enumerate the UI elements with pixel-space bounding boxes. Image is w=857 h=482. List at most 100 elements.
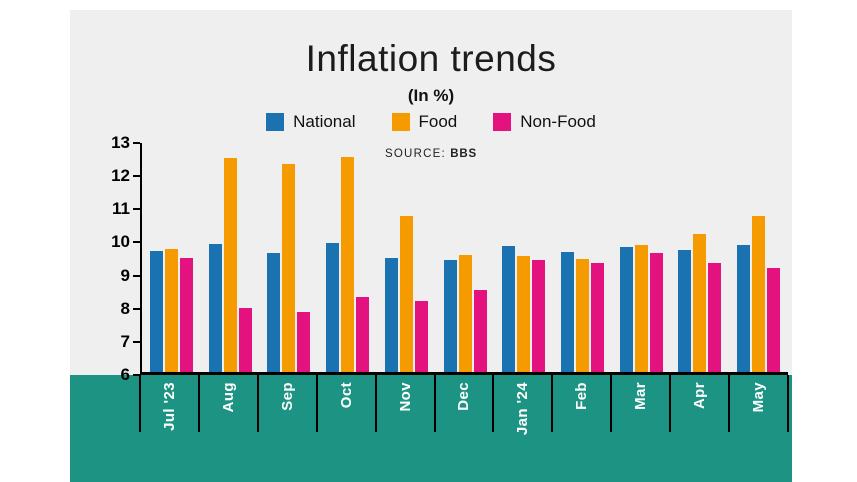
x-tick-label: Oct [337, 382, 355, 409]
x-label-slot: May [729, 375, 788, 482]
chart-card: Inflation trends (In %) National Food No… [70, 10, 792, 482]
source-label: SOURCE: [385, 148, 446, 160]
bar-group [436, 143, 495, 372]
x-tick-label: Sep [278, 382, 296, 411]
x-axis-band [70, 375, 792, 482]
x-tick-separator [139, 375, 141, 432]
bar-food [634, 245, 648, 372]
legend-swatch [266, 113, 285, 131]
bar-non-food [238, 308, 252, 372]
y-tick-label: 13 [111, 133, 130, 152]
y-tick-label: 6 [120, 365, 130, 384]
y-tick-label: 11 [112, 199, 130, 219]
bar-national [619, 247, 633, 372]
bar-non-food [649, 252, 663, 372]
x-label-slot: Jan '24 [493, 375, 552, 482]
bar-group [612, 143, 671, 372]
chart-title: Inflation trends [305, 38, 557, 79]
x-label-slot: Mar [611, 375, 670, 482]
bar-food [517, 255, 531, 372]
legend-item-non-food: Non-Food [493, 112, 596, 132]
x-label-slot: Sep [258, 375, 317, 482]
bar-food [458, 254, 472, 372]
bar-food [164, 249, 178, 372]
bar-national [208, 243, 222, 372]
bar-group [318, 143, 377, 372]
bar-non-food [532, 260, 546, 372]
y-tick-mark [133, 142, 140, 144]
legend-item-national: National [266, 112, 356, 132]
x-tick-label: Jan '24 [514, 382, 532, 436]
x-label-slot: Aug [199, 375, 258, 482]
x-tick-label: Jul '23 [160, 382, 178, 431]
bar-group [671, 143, 730, 372]
bar-national [267, 253, 281, 372]
legend-label: Food [418, 112, 458, 131]
x-tick-label: Apr [691, 382, 709, 410]
y-tick-mark [133, 374, 140, 376]
y-tick-label: 8 [120, 298, 130, 318]
y-tick-mark [133, 175, 140, 178]
x-tick-label: Nov [396, 382, 414, 412]
bar-non-food [297, 312, 311, 372]
x-tick-label: Aug [219, 382, 237, 413]
x-tick-separator [197, 375, 200, 432]
bar-non-food [591, 263, 604, 372]
x-label-slot: Oct [317, 375, 376, 482]
bar-food [752, 216, 766, 372]
y-tick-mark [133, 340, 140, 343]
legend: National Food Non-Food [70, 112, 792, 132]
bar-food [341, 157, 355, 372]
legend-item-food: Food [391, 112, 458, 132]
y-tick-label: 10 [111, 232, 130, 252]
legend-label: Non-Food [520, 112, 596, 131]
bar-national [326, 243, 340, 372]
x-label-slot: Apr [670, 375, 729, 482]
x-tick-label: May [750, 382, 768, 413]
x-tick-separator [492, 375, 495, 432]
x-tick-label: Feb [573, 382, 591, 410]
x-tick-separator [787, 375, 789, 432]
bar-national [737, 244, 751, 372]
bar-non-food [767, 267, 781, 372]
x-tick-separator [374, 375, 377, 432]
bar-group [553, 143, 612, 372]
y-tick-label: 12 [111, 166, 130, 186]
bar-group [142, 143, 201, 372]
y-tick-mark [133, 307, 140, 310]
x-tick-label: Mar [632, 382, 650, 410]
legend-swatch [391, 113, 410, 131]
x-tick-separator [315, 375, 318, 432]
bar-non-food [473, 289, 487, 372]
x-label-slot: Nov [376, 375, 435, 482]
bar-national [384, 257, 398, 372]
bar-national [502, 245, 516, 372]
bar-group [259, 143, 318, 372]
bar-non-food [179, 258, 193, 372]
x-tick-separator [551, 375, 554, 432]
legend-label: National [293, 112, 356, 131]
bar-national [149, 251, 163, 372]
bar-national [443, 260, 457, 372]
y-tick-mark [133, 274, 140, 277]
chart-subtitle: (In %) [407, 86, 455, 105]
y-tick-mark [133, 208, 140, 211]
y-tick-mark [133, 241, 140, 244]
bar-food [576, 259, 589, 372]
x-tick-separator [728, 375, 731, 432]
bar-non-food [414, 301, 428, 372]
bar-group [729, 143, 788, 372]
bar-non-food [708, 262, 722, 372]
bar-group [494, 143, 553, 372]
bar-national [561, 251, 574, 372]
bar-food [223, 158, 237, 372]
legend-swatch [493, 113, 512, 131]
x-tick-label: Dec [455, 382, 473, 411]
x-tick-separator [669, 375, 672, 432]
y-tick-label: 7 [120, 331, 130, 351]
x-tick-separator [610, 375, 613, 432]
x-labels: Jul '23 Aug Sep Oct Nov Dec Jan '24 Feb Mar Apr Ma… [139, 375, 789, 482]
x-label-slot: Feb [552, 375, 611, 482]
bar-national [678, 249, 692, 372]
